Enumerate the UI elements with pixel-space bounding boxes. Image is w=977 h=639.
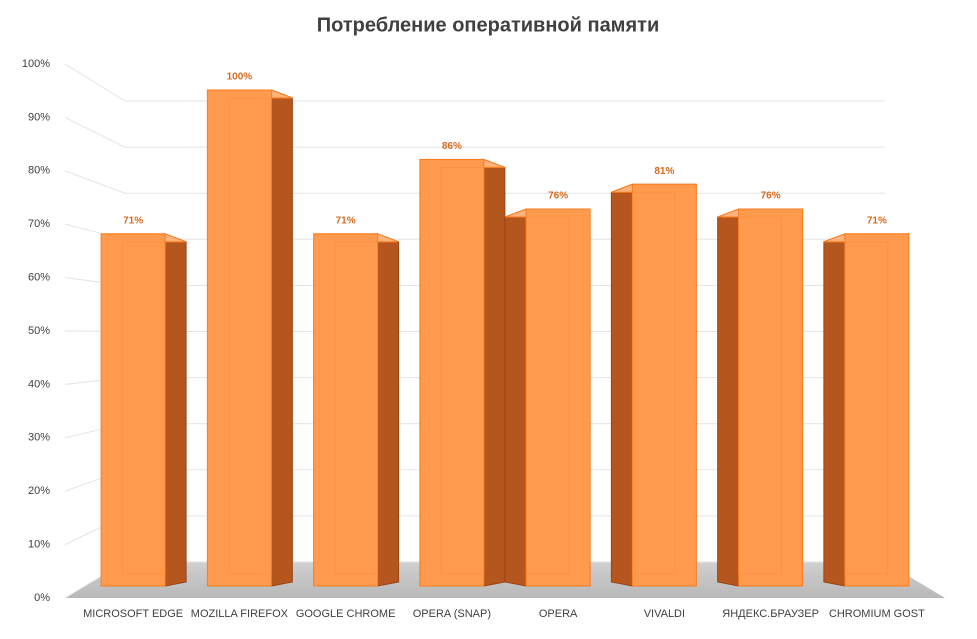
y-tick-label: 50% — [28, 325, 50, 337]
bar-side — [504, 208, 527, 587]
bar-inner — [738, 216, 783, 575]
bar-inner — [121, 241, 166, 575]
bar-side — [270, 89, 293, 587]
value-label: 71% — [336, 215, 356, 226]
bar-side — [164, 233, 187, 587]
value-label: 100% — [227, 72, 253, 83]
y-tick-label: 100% — [22, 58, 50, 70]
bar-inner — [440, 167, 485, 575]
y-tick-label: 0% — [34, 592, 50, 604]
grid-line — [64, 63, 885, 102]
value-label: 86% — [442, 141, 462, 152]
bar — [206, 89, 272, 587]
value-label: 81% — [654, 166, 674, 177]
y-tick-label: 80% — [28, 165, 50, 177]
bar-inner — [227, 97, 272, 575]
grid-line — [64, 116, 885, 148]
bar — [631, 183, 697, 587]
y-tick-label: 40% — [28, 378, 50, 390]
bar-side — [483, 158, 506, 587]
y-tick-label: 30% — [28, 432, 50, 444]
bar — [738, 208, 804, 587]
bar — [100, 233, 166, 587]
bar-side — [717, 208, 740, 587]
value-label: 71% — [123, 215, 143, 226]
bar — [525, 208, 591, 587]
bar — [844, 233, 910, 587]
y-tick-label: 10% — [28, 539, 50, 551]
x-tick-label: OPERA — [539, 608, 578, 620]
x-tick-label: GOOGLE CHROME — [296, 608, 396, 620]
x-tick-label: MICROSOFT EDGE — [83, 608, 183, 620]
y-tick-label: 60% — [28, 272, 50, 284]
x-tick-label: CHROMIUM GOST — [829, 608, 925, 620]
value-label: 76% — [548, 191, 568, 202]
bar — [313, 233, 379, 587]
bar-inner — [334, 241, 379, 575]
bar — [419, 158, 485, 587]
bar-side — [610, 183, 633, 587]
chart-title: Потребление оперативной памяти — [317, 14, 660, 36]
value-label: 71% — [867, 215, 887, 226]
bar-inner — [631, 191, 676, 575]
bar-inner — [525, 216, 570, 575]
x-tick-label: VIVALDI — [644, 608, 685, 620]
bar-side — [377, 233, 400, 587]
bar-side — [823, 233, 846, 587]
x-tick-label: OPERA (SNAP) — [413, 608, 491, 620]
x-tick-label: ЯНДЕКС.БРАУЗЕР — [722, 608, 819, 620]
y-tick-label: 90% — [28, 111, 50, 123]
y-tick-label: 20% — [28, 485, 50, 497]
y-tick-label: 70% — [28, 218, 50, 230]
x-tick-label: MOZILLA FIREFOX — [191, 608, 289, 620]
value-label: 76% — [761, 191, 781, 202]
bar-inner — [844, 241, 889, 575]
